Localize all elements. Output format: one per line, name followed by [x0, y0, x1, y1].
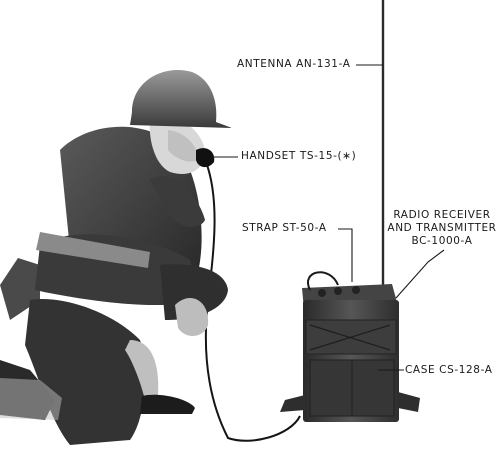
soldier	[0, 69, 232, 445]
handset-cord	[204, 161, 301, 442]
radio-label: RADIO RECEIVER AND TRANSMITTER BC-1000-A	[386, 209, 498, 248]
radio-label-line-3: BC-1000-A	[411, 235, 473, 247]
radio-label-line-1: RADIO RECEIVER	[393, 209, 491, 221]
antenna-label: ANTENNA AN-131-A	[237, 58, 351, 70]
case-label: CASE CS-128-A	[405, 364, 493, 376]
radio-set	[280, 271, 420, 422]
strap-label: STRAP ST-50-A	[242, 222, 327, 234]
handset-label: HANDSET TS-15-(∗)	[241, 150, 357, 162]
radio-label-line-2: AND TRANSMITTER	[387, 222, 497, 234]
leader-lines	[213, 64, 445, 371]
